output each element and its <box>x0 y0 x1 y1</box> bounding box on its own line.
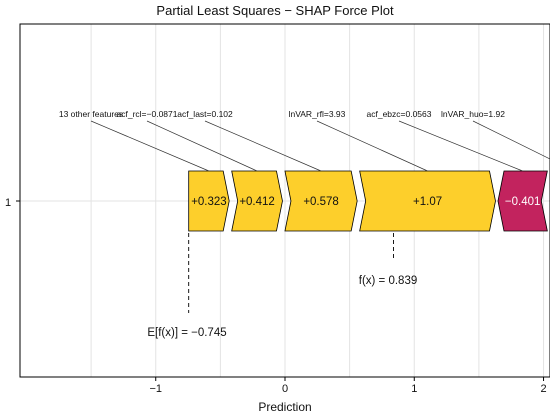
x-axis: −1 0 1 2 <box>16 200 547 395</box>
x-tick-label: 0 <box>282 383 288 395</box>
feature-leader-line <box>398 120 523 172</box>
force-bar-segment <box>359 170 496 232</box>
feature-label: lnVAR_huo=1.92 <box>441 109 505 119</box>
force-bar-segment <box>284 170 358 232</box>
x-tick-label: 1 <box>411 383 417 395</box>
bar-value-label: −0.401 <box>505 196 541 208</box>
labels-layer: +0.323 13 other features +0.412 acf_rcl=−0.… <box>59 109 550 208</box>
feature-leader-line <box>316 120 428 172</box>
feature-label: acf_rcl=−0.0871 <box>117 109 178 119</box>
bar-value-label: +1.07 <box>413 196 442 208</box>
prediction-label: f(x) = 0.839 <box>359 275 418 287</box>
force-bar-segment <box>188 170 230 232</box>
feature-label: 13 other features <box>59 109 123 119</box>
feature-leader-line <box>204 120 322 172</box>
force-bar-segment <box>497 170 548 232</box>
feature-label: acf_ebzc=0.0563 <box>367 109 432 119</box>
x-tick-label: −1 <box>149 383 162 395</box>
markers-layer: E[f(x)] = −0.745 f(x) = 0.839 <box>147 233 417 339</box>
feature-label: lnVAR_rfl=3.93 <box>289 109 346 119</box>
row-label: 1 <box>5 197 11 209</box>
bar-value-label: +0.578 <box>303 196 339 208</box>
feature-label: acf_last=0.102 <box>177 109 233 119</box>
bar-value-label: +0.323 <box>191 196 227 208</box>
feature-leader-line <box>472 120 550 160</box>
x-axis-title: Prediction <box>258 400 311 414</box>
feature-leader-line <box>146 120 258 172</box>
force-bar-segment <box>231 170 283 232</box>
base-value-label: E[f(x)] = −0.745 <box>147 327 226 339</box>
feature-leader-line <box>90 120 210 172</box>
bars-layer <box>188 170 550 232</box>
x-tick-label: 2 <box>540 383 546 395</box>
chart-title: Partial Least Squares − SHAP Force Plot <box>156 3 394 18</box>
bar-value-label: +0.412 <box>239 196 275 208</box>
